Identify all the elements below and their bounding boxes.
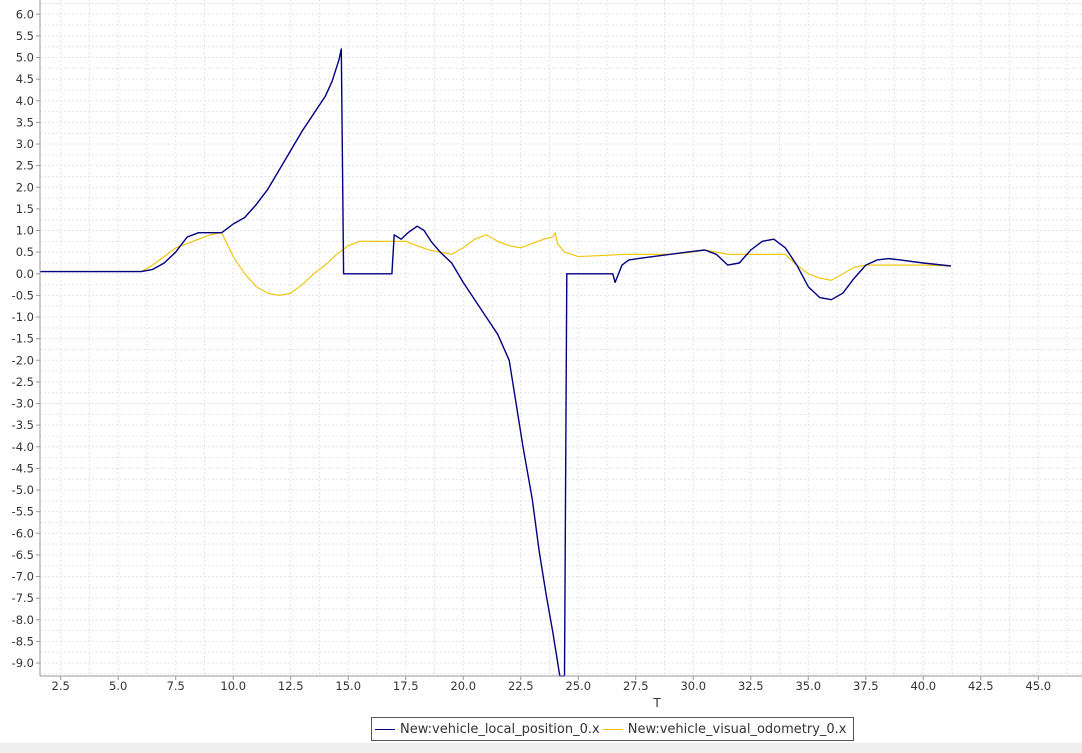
- x-tick-label: 7.5: [167, 679, 185, 693]
- y-tick-label: 2.0: [16, 180, 34, 194]
- x-tick-label: 15.0: [335, 679, 361, 693]
- y-tick-label: 4.0: [16, 94, 34, 108]
- x-tick-label: 20.0: [450, 679, 476, 693]
- y-tick-label: -2.5: [12, 375, 34, 389]
- x-tick-label: 12.5: [278, 679, 304, 693]
- legend-label-visual-odometry: New:vehicle_visual_odometry_0.x: [627, 721, 847, 737]
- y-tick-label: 3.5: [16, 115, 34, 129]
- x-tick-label: 25.0: [565, 679, 591, 693]
- x-axis-title: T: [652, 696, 661, 710]
- y-tick-label: -7.0: [12, 570, 34, 584]
- y-tick-label: -9.0: [12, 656, 34, 670]
- series-group: [40, 48, 951, 677]
- x-tick-label: 45.0: [1025, 679, 1051, 693]
- x-tick-label: 42.5: [968, 679, 994, 693]
- y-tick-label: -3.0: [12, 397, 34, 411]
- series-line-visual-odometry: [140, 232, 951, 296]
- x-tick-label: 10.0: [220, 679, 246, 693]
- plot-area: [40, 0, 1082, 676]
- x-tick-label: 22.5: [508, 679, 534, 693]
- y-tick-label: 3.0: [16, 137, 34, 151]
- y-tick-label: -5.0: [12, 483, 34, 497]
- y-tick-label: 0.0: [16, 267, 34, 281]
- y-tick-label: -4.5: [12, 461, 34, 475]
- y-tick-label: 6.0: [16, 7, 34, 21]
- x-tick-label: 37.5: [853, 679, 879, 693]
- y-tick-label: -1.5: [12, 332, 34, 346]
- legend-label-local-position: New:vehicle_local_position_0.x: [400, 721, 600, 737]
- axes: [36, 0, 1082, 680]
- y-tick-labels: 6.0 5.5 5.0 4.5 4.0 3.5 3.0 2.5 2.0 1.5 1.0 0.5 0.0 -…: [12, 7, 34, 670]
- y-tick-label: 0.5: [16, 245, 34, 259]
- x-tick-label: 32.5: [738, 679, 764, 693]
- x-tick-label: 35.0: [795, 679, 821, 693]
- grid: [40, 0, 1082, 676]
- y-tick-label: -1.0: [12, 310, 34, 324]
- y-tick-label: -6.0: [12, 526, 34, 540]
- legend-item-local-position: New:vehicle_local_position_0.x: [375, 722, 600, 737]
- legend-swatch-visual-odometry: [602, 728, 623, 730]
- legend-swatch-local-position: [375, 728, 395, 730]
- y-tick-label: 5.0: [16, 51, 34, 65]
- y-tick-label: -5.5: [12, 505, 34, 519]
- y-tick-label: -4.0: [12, 440, 34, 454]
- x-tick-labels: 2.5 5.0 7.5 10.0 12.5 15.0 17.5 20.0 22.5 25.0 27.…: [52, 679, 1052, 693]
- y-tick-label: -8.5: [12, 634, 34, 648]
- y-tick-label: -6.5: [12, 548, 34, 562]
- x-tick-label: 27.5: [623, 679, 649, 693]
- legend-item-visual-odometry: New:vehicle_visual_odometry_0.x: [602, 721, 847, 737]
- y-tick-label: -8.0: [12, 613, 34, 627]
- x-tick-label: 30.0: [680, 679, 706, 693]
- y-tick-label: 1.5: [16, 202, 34, 216]
- y-tick-label: -7.5: [12, 591, 34, 605]
- x-tick-label: 40.0: [910, 679, 936, 693]
- y-tick-label: 2.5: [16, 159, 34, 173]
- x-tick-label: 5.0: [109, 679, 127, 693]
- y-tick-label: 4.5: [16, 72, 34, 86]
- x-tick-label: 17.5: [393, 679, 419, 693]
- legend: New:vehicle_local_position_0.x New:vehic…: [371, 717, 854, 741]
- y-tick-label: -2.0: [12, 353, 34, 367]
- y-tick-label: 5.5: [16, 29, 34, 43]
- y-tick-label: 1.0: [16, 224, 34, 238]
- series-line-local-position: [40, 48, 951, 677]
- y-tick-label: -0.5: [12, 288, 34, 302]
- y-tick-label: -3.5: [12, 418, 34, 432]
- x-tick-label: 2.5: [52, 679, 70, 693]
